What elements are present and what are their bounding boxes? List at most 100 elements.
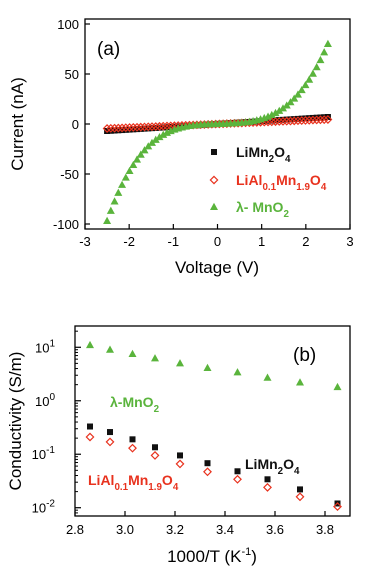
data-point-LiAl: [333, 502, 342, 512]
data-point-LiMn2O4: [163, 124, 170, 131]
panel-a-label: (a): [97, 39, 120, 60]
data-point-LiMn2O4: [264, 476, 271, 483]
data-point-lambda: [320, 48, 329, 56]
panel-b-labels: λ-MnO2 LiMn2O4 LiAl0.1Mn1.9O4: [88, 394, 300, 493]
data-point-LiMn2O4: [313, 114, 320, 121]
data-point-LiMn2O4: [294, 115, 301, 122]
data-point-LiAl: [147, 122, 157, 132]
y-tick-label: -50: [60, 167, 79, 182]
y-tick-label: 101: [35, 338, 55, 355]
data-point-LiMn2O4: [111, 127, 118, 134]
data-point-LiMn2O4: [177, 452, 183, 459]
data-point-LiAl: [132, 122, 142, 132]
data-point-lambda: [323, 39, 332, 47]
y-tick-label: 0: [72, 117, 79, 132]
data-point-LiMn2O4: [324, 114, 331, 120]
data-point-lambda: [293, 90, 302, 98]
x-tick-label: 3.4: [216, 522, 234, 537]
data-point-lambda: [129, 160, 138, 169]
data-point-lambda: [106, 206, 115, 214]
data-point-LiMn2O4: [234, 468, 241, 475]
data-point-lambda: [136, 150, 145, 158]
data-point-LiAl: [105, 437, 115, 447]
data-point-lambda: [296, 378, 304, 386]
data-point-LiAl: [175, 459, 185, 469]
data-point-LiAl: [117, 123, 127, 133]
data-point-lambda: [140, 146, 149, 154]
data-point-LiAl: [297, 116, 307, 126]
series-label-lambda: λ-MnO2: [110, 394, 160, 415]
data-point-lambda: [233, 368, 242, 376]
data-point-LiMn2O4: [107, 429, 113, 436]
panel-a-xlabel: Voltage (V): [175, 258, 259, 277]
data-point-LiMn2O4: [152, 124, 159, 131]
data-point-LiMn2O4: [160, 124, 167, 131]
data-point-lambda: [151, 135, 160, 143]
legend-label-LiMn2O4: LiMn2O4: [236, 144, 291, 165]
data-point-LiAl: [203, 467, 212, 477]
legend-label-lambda: λ- MnO2: [236, 199, 289, 220]
legend-marker-lambda: [210, 202, 218, 210]
data-point-lambda: [110, 197, 119, 205]
data-point-LiMn2O4: [152, 444, 158, 451]
data-point-LiAl: [140, 122, 149, 132]
data-point-LiMn2O4: [126, 126, 133, 133]
panel-b-points: [85, 340, 342, 512]
data-point-LiAl: [106, 123, 116, 133]
panel-b-xlabel-end: ): [251, 547, 257, 566]
data-point-lambda: [312, 63, 321, 71]
data-point-lambda: [114, 188, 123, 196]
data-point-lambda: [290, 94, 299, 102]
data-point-LiAl: [295, 492, 305, 502]
data-point-LiMn2O4: [148, 125, 155, 132]
data-point-LiAl: [312, 115, 322, 125]
data-point-LiMn2O4: [268, 117, 275, 124]
data-point-LiMn2O4: [134, 126, 141, 133]
data-point-lambda: [106, 345, 114, 353]
data-point-lambda: [316, 55, 325, 64]
x-tick-label: -1: [168, 234, 180, 249]
data-point-lambda: [133, 155, 142, 163]
data-point-LiMn2O4: [115, 127, 122, 134]
data-point-LiMn2O4: [276, 117, 283, 124]
data-point-LiMn2O4: [306, 115, 313, 122]
data-point-LiMn2O4: [87, 423, 93, 430]
x-tick-label: 1: [258, 234, 265, 249]
x-tick-label: -2: [123, 234, 135, 249]
data-point-LiAl: [128, 122, 138, 132]
x-tick-label: 3.8: [316, 522, 334, 537]
data-point-LiMn2O4: [107, 127, 114, 134]
data-point-LiMn2O4: [122, 126, 129, 133]
data-point-LiAl: [308, 115, 318, 125]
data-point-LiMn2O4: [272, 117, 279, 124]
data-point-LiMn2O4: [283, 116, 290, 123]
data-point-lambda: [279, 104, 288, 112]
panel-b-chart: (b) 2.8 3.0 3.2 3.4 3.6 3.8 101 100 10-1 10-2 λ-M…: [6, 325, 351, 566]
panel-b-ticks: 2.8 3.0 3.2 3.4 3.6 3.8 101 100 10-1 10-2: [32, 330, 334, 537]
data-point-lambda: [301, 80, 310, 89]
data-point-LiMn2O4: [280, 116, 287, 123]
data-point-LiMn2O4: [298, 115, 305, 122]
x-tick-label: 2: [302, 234, 309, 249]
data-point-LiAl: [263, 482, 272, 492]
data-point-lambda: [103, 216, 112, 224]
y-tick-label: 100: [35, 392, 55, 409]
data-point-LiAl: [158, 121, 168, 131]
data-point-LiAl: [233, 474, 242, 484]
data-point-lambda: [267, 110, 276, 119]
data-point-LiMn2O4: [204, 460, 211, 467]
data-point-LiAl: [323, 115, 333, 124]
data-point-lambda: [155, 132, 164, 141]
panel-b-xlabel-main: 1000/T (K: [167, 547, 242, 566]
panel-b-frame: [74, 325, 351, 517]
data-point-lambda: [151, 354, 159, 362]
data-point-LiAl: [319, 115, 329, 125]
legend-marker-LiMn2O4: [211, 149, 217, 155]
x-tick-label: 0: [214, 234, 221, 249]
panel-b-xlabel: 1000/T (K-1): [167, 546, 257, 566]
data-point-LiAl: [143, 122, 153, 132]
data-point-LiAl: [274, 117, 284, 126]
data-point-LiMn2O4: [104, 128, 111, 134]
data-point-LiAl: [278, 116, 288, 126]
data-point-lambda: [121, 173, 130, 181]
